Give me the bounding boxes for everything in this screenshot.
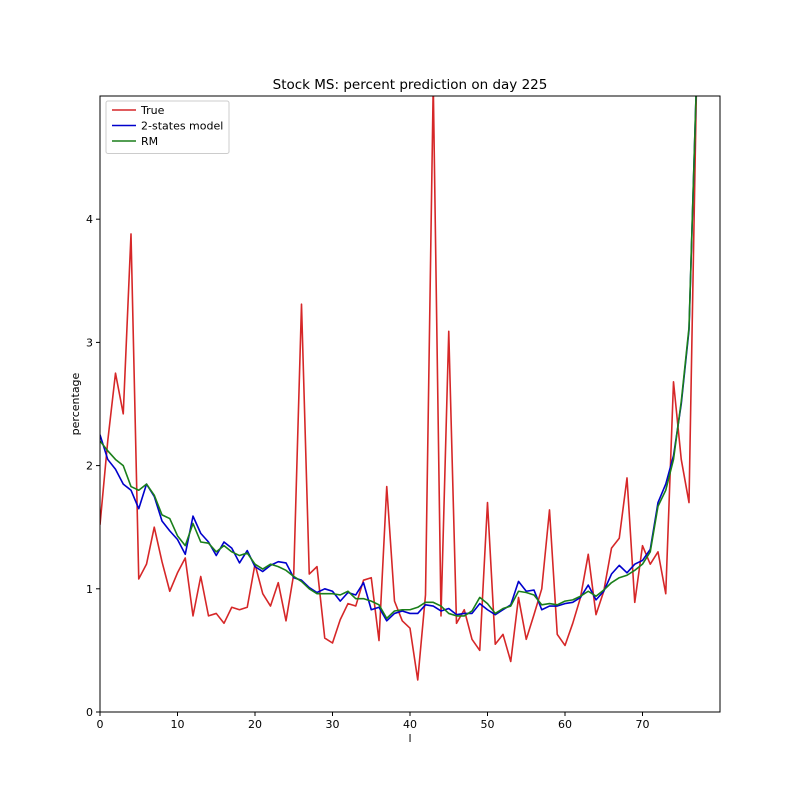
x-axis: 0 10 20 30 40 50 60 70 (97, 712, 650, 731)
y-tick-label: 1 (86, 583, 93, 596)
x-tick-label: 60 (558, 718, 572, 731)
legend: True 2-states model RM (105, 100, 230, 154)
series-2-states-model-line (100, 96, 697, 622)
x-tick-label: 70 (636, 718, 650, 731)
x-tick-label: 50 (481, 718, 495, 731)
legend-box (105, 100, 230, 154)
legend-label-true: True (140, 104, 165, 117)
y-tick-label: 3 (86, 336, 93, 349)
x-tick-label: 20 (248, 718, 262, 731)
x-axis-label: l (408, 732, 411, 745)
y-axis-label: percentage (69, 372, 82, 435)
series-rm-line (100, 96, 697, 620)
x-tick-label: 30 (326, 718, 340, 731)
plot-frame (99, 95, 721, 713)
y-axis: 0 1 2 3 4 (86, 213, 100, 719)
x-tick-label: 10 (171, 718, 185, 731)
y-tick-label: 0 (86, 706, 93, 719)
series-layer (100, 96, 698, 681)
x-tick-label: 0 (97, 718, 104, 731)
x-tick-label: 40 (403, 718, 417, 731)
legend-label-2-states-model: 2-states model (141, 120, 223, 133)
y-tick-label: 2 (86, 460, 93, 473)
series-true-line (100, 96, 698, 681)
y-tick-label: 4 (86, 213, 93, 226)
legend-label-rm: RM (141, 135, 158, 148)
chart-title: Stock MS: percent prediction on day 225 (273, 77, 548, 93)
